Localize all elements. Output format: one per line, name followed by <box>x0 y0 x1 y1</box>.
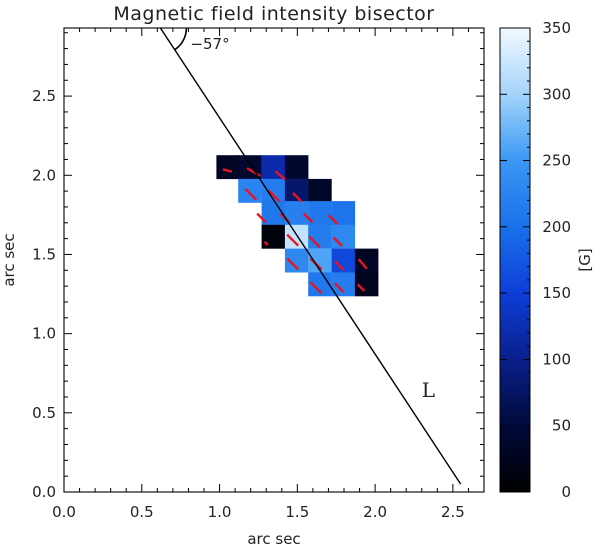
field-vector <box>334 282 345 293</box>
heatmap-cell <box>308 224 332 249</box>
bisector-label: L <box>422 378 435 402</box>
colorbar-label: [G] <box>576 248 594 271</box>
field-vector <box>308 235 321 249</box>
heatmap-cell <box>284 178 309 203</box>
x-tick-label: 1.5 <box>285 503 309 521</box>
field-vector <box>274 170 286 181</box>
heatmap-cell <box>261 178 286 203</box>
field-vector <box>356 283 366 292</box>
field-vector <box>309 281 323 295</box>
heatmap-cell <box>238 178 262 203</box>
colorbar-tick-label: 300 <box>542 85 571 103</box>
heatmap-cell <box>284 248 309 273</box>
field-vector <box>263 240 269 246</box>
field-vector <box>244 187 258 201</box>
heatmap-cell <box>216 155 240 180</box>
field-vector <box>332 236 344 248</box>
field-vector <box>286 257 300 271</box>
y-tick-label: 1.5 <box>32 245 56 263</box>
heatmap-cell <box>331 272 356 297</box>
plot-frame <box>63 27 485 493</box>
y-tick-label: 0.5 <box>32 404 56 422</box>
heatmap-cell <box>308 201 332 225</box>
colorbar-tick-label: 50 <box>552 417 571 435</box>
y-tick-label: 2.0 <box>32 166 56 184</box>
angle-arc <box>174 27 188 51</box>
heatmap-cell <box>261 224 286 249</box>
vector-field <box>222 167 368 295</box>
heatmap-cell <box>331 224 356 249</box>
x-tick-label: 0.0 <box>52 503 76 521</box>
x-tick-label: 2.5 <box>441 503 465 521</box>
y-tick-label: 1.0 <box>32 325 56 343</box>
y-tick-label: 0.0 <box>32 483 56 501</box>
colorbar-tick-label: 250 <box>542 152 571 170</box>
field-vector <box>357 258 368 270</box>
x-tick-label: 1.0 <box>208 503 232 521</box>
colorbar-tick-label: 350 <box>542 19 571 37</box>
y-axis-title: arc sec <box>0 233 18 286</box>
heatmap-cell <box>331 201 356 225</box>
heatmap-cell <box>308 178 332 203</box>
field-vector <box>334 260 345 271</box>
field-vector <box>256 212 267 224</box>
x-axis-title: arc sec <box>247 530 300 547</box>
heatmap-cell <box>284 155 309 180</box>
field-vector <box>327 214 339 225</box>
field-vector <box>286 233 300 247</box>
field-vector <box>246 167 262 178</box>
field-vector <box>222 168 233 173</box>
angle-label: −57° <box>190 35 229 53</box>
heatmap-cell <box>354 248 379 273</box>
colorbar-tick-label: 100 <box>542 350 571 368</box>
heatmap-cell <box>284 201 309 225</box>
heatmap-cell <box>261 201 286 225</box>
field-vector <box>302 212 314 224</box>
colorbar <box>499 27 531 493</box>
field-vector <box>267 189 281 203</box>
bisector-line <box>159 28 462 485</box>
heatmap <box>216 155 379 297</box>
colorbar-tick-label: 200 <box>542 218 571 236</box>
colorbar-tick-label: 150 <box>542 284 571 302</box>
colorbar-tick-label: 0 <box>561 483 571 501</box>
heatmap-cell <box>308 248 332 273</box>
field-vector <box>292 192 303 203</box>
bisector-group <box>159 28 462 485</box>
x-tick-label: 0.5 <box>130 503 154 521</box>
y-tick-label: 2.5 <box>32 87 56 105</box>
heatmap-cell <box>331 248 356 273</box>
x-tick-label: 2.0 <box>363 503 387 521</box>
chart-title: Magnetic field intensity bisector <box>113 3 434 25</box>
heatmap-cell <box>354 272 379 297</box>
